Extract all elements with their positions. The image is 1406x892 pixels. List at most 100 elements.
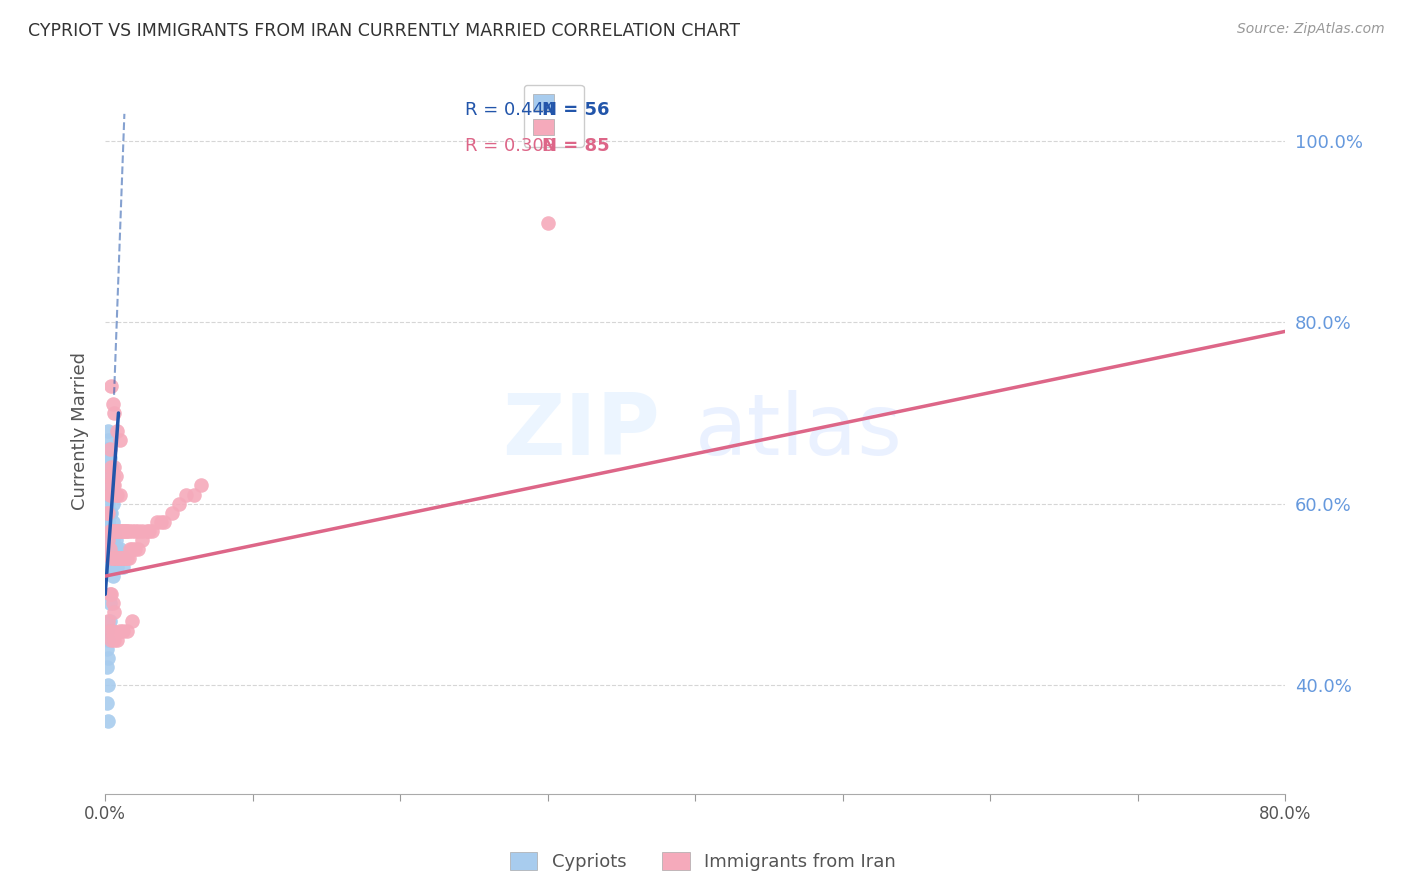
Point xyxy=(97,497,120,511)
Point xyxy=(105,424,128,438)
Point xyxy=(105,541,128,556)
Point xyxy=(103,541,125,556)
Point xyxy=(100,506,122,520)
Point xyxy=(100,460,122,475)
Point xyxy=(100,524,122,538)
Point xyxy=(190,478,212,492)
Point xyxy=(98,487,121,501)
Point xyxy=(127,524,149,538)
Point xyxy=(118,524,141,538)
Point xyxy=(105,560,128,574)
Point xyxy=(103,551,125,566)
Point xyxy=(101,497,124,511)
Point xyxy=(96,478,118,492)
Point xyxy=(100,460,122,475)
Point xyxy=(97,632,120,647)
Text: N = 85: N = 85 xyxy=(541,137,609,155)
Point xyxy=(104,469,127,483)
Point xyxy=(115,524,138,538)
Point xyxy=(98,541,121,556)
Point xyxy=(103,560,125,574)
Point xyxy=(97,714,120,728)
Point xyxy=(101,478,124,492)
Text: ZIP: ZIP xyxy=(502,390,659,473)
Point xyxy=(98,615,121,629)
Point xyxy=(103,606,125,620)
Point xyxy=(153,515,176,529)
Point xyxy=(111,551,134,566)
Point xyxy=(98,596,121,610)
Point xyxy=(98,624,121,638)
Point xyxy=(108,624,131,638)
Point xyxy=(101,533,124,547)
Point xyxy=(131,524,153,538)
Point xyxy=(108,551,131,566)
Point xyxy=(98,551,121,566)
Point xyxy=(117,551,139,566)
Point xyxy=(104,487,127,501)
Point xyxy=(100,632,122,647)
Point xyxy=(98,524,121,538)
Text: R = 0.309: R = 0.309 xyxy=(465,137,555,155)
Point xyxy=(108,433,131,447)
Point xyxy=(100,560,122,574)
Point xyxy=(97,506,120,520)
Point xyxy=(120,541,142,556)
Point xyxy=(98,587,121,601)
Point xyxy=(97,451,120,466)
Point xyxy=(101,551,124,566)
Point xyxy=(98,533,121,547)
Point xyxy=(138,524,160,538)
Point xyxy=(100,487,122,501)
Point xyxy=(96,506,118,520)
Point xyxy=(121,541,143,556)
Point xyxy=(103,460,125,475)
Point xyxy=(96,624,118,638)
Point xyxy=(108,487,131,501)
Point xyxy=(97,533,120,547)
Point xyxy=(104,524,127,538)
Point xyxy=(105,551,128,566)
Point xyxy=(103,524,125,538)
Point xyxy=(97,487,120,501)
Point xyxy=(96,442,118,457)
Point xyxy=(135,524,157,538)
Point xyxy=(100,524,122,538)
Point xyxy=(101,569,124,583)
Point xyxy=(101,397,124,411)
Point xyxy=(100,541,122,556)
Legend: Cypriots, Immigrants from Iran: Cypriots, Immigrants from Iran xyxy=(503,846,903,879)
Point xyxy=(111,624,134,638)
Point xyxy=(98,524,121,538)
Point xyxy=(160,506,183,520)
Point xyxy=(100,551,122,566)
Point xyxy=(100,478,122,492)
Point xyxy=(105,524,128,538)
Point xyxy=(537,216,560,230)
Point xyxy=(101,624,124,638)
Point xyxy=(141,524,163,538)
Point xyxy=(117,624,139,638)
Text: Source: ZipAtlas.com: Source: ZipAtlas.com xyxy=(1237,22,1385,37)
Text: N = 56: N = 56 xyxy=(541,101,609,120)
Point xyxy=(96,660,118,674)
Point xyxy=(103,632,125,647)
Point xyxy=(118,551,141,566)
Point xyxy=(98,541,121,556)
Point xyxy=(121,615,143,629)
Point xyxy=(107,524,129,538)
Point xyxy=(110,551,132,566)
Point xyxy=(131,533,153,547)
Point xyxy=(124,541,146,556)
Point xyxy=(97,424,120,438)
Point xyxy=(97,678,120,692)
Point xyxy=(97,469,120,483)
Point xyxy=(112,551,135,566)
Point xyxy=(98,487,121,501)
Point xyxy=(121,524,143,538)
Point xyxy=(107,551,129,566)
Point xyxy=(110,524,132,538)
Point xyxy=(103,524,125,538)
Point xyxy=(96,451,118,466)
Point xyxy=(98,451,121,466)
